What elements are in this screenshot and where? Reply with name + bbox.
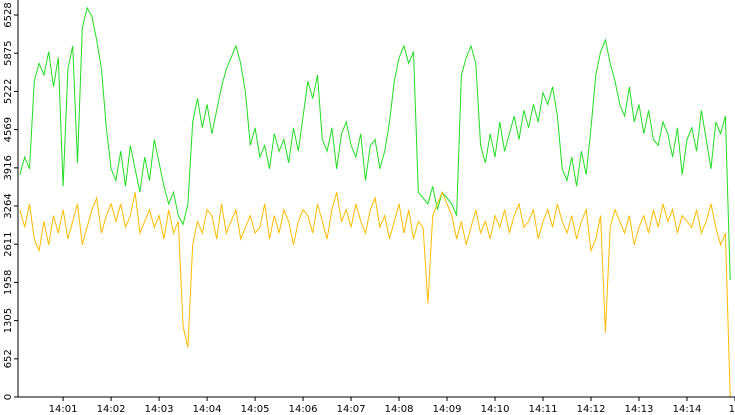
y-tick-label: 3916 [3,155,14,180]
x-tick-label: 14:11 [529,404,558,415]
x-tick-label: 14:10 [481,404,510,415]
y-tick-label: 5875 [3,40,14,65]
x-tick-label: 14:07 [337,404,366,415]
x-tick-label: 14:04 [193,404,222,415]
x-tick-label: 14:05 [241,404,270,415]
y-tick-label: 1305 [3,308,14,333]
series-line [19,6,731,281]
x-tick-label: 14:01 [49,404,78,415]
y-tick-label: 2611 [3,231,14,256]
y-tick-label: 6528 [3,2,14,27]
x-tick-label: 14:08 [385,404,414,415]
y-tick-label: 652 [3,349,14,368]
y-tick-label: 3264 [3,193,14,218]
x-tick-label: 14:13 [625,404,654,415]
y-tick-label: 1958 [3,270,14,295]
x-tick-label: 14:09 [433,404,462,415]
x-tick-label: 14:02 [97,404,126,415]
x-tick-label: 14:12 [577,404,606,415]
y-tick-label: 4569 [3,117,14,142]
x-tick-label: 14:03 [145,404,174,415]
x-tick-label: 14 [729,404,735,415]
y-tick-label: 5222 [3,79,14,104]
series-line [19,190,731,398]
y-tick-label: 0 [3,394,14,400]
x-tick-label: 14:14 [673,404,702,415]
x-tick-label: 14:06 [289,404,318,415]
